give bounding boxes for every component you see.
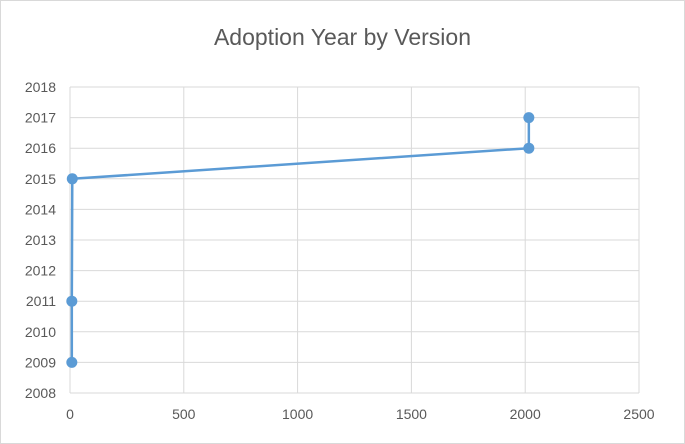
x-tick-label: 2000 bbox=[510, 406, 541, 422]
x-tick-label: 1000 bbox=[282, 406, 313, 422]
y-tick-label: 2012 bbox=[25, 263, 56, 279]
y-tick-label: 2014 bbox=[25, 201, 56, 217]
y-tick-label: 2015 bbox=[25, 171, 56, 187]
x-tick-label: 500 bbox=[172, 406, 196, 422]
y-tick-label: 2008 bbox=[25, 385, 56, 401]
data-point[interactable] bbox=[66, 356, 78, 368]
x-tick-label: 2500 bbox=[623, 406, 654, 422]
y-tick-label: 2018 bbox=[25, 79, 56, 95]
y-tick-label: 2016 bbox=[25, 140, 56, 156]
data-point[interactable] bbox=[66, 295, 78, 307]
x-axis-ticks: 0 500 1000 1500 2000 2500 bbox=[66, 406, 655, 422]
y-tick-label: 2013 bbox=[25, 232, 56, 248]
series-group bbox=[66, 112, 535, 368]
x-tick-label: 1500 bbox=[396, 406, 427, 422]
y-axis-ticks: 2008 2009 2010 2011 2012 2013 2014 2015 2016 2017… bbox=[25, 79, 56, 401]
gridlines bbox=[69, 86, 640, 394]
y-tick-label: 2010 bbox=[25, 324, 56, 340]
y-tick-label: 2017 bbox=[25, 110, 56, 126]
x-tick-label: 0 bbox=[66, 406, 74, 422]
data-point[interactable] bbox=[523, 112, 535, 124]
chart-title: Adoption Year by Version bbox=[213, 24, 472, 50]
data-point[interactable] bbox=[523, 142, 535, 154]
y-tick-label: 2009 bbox=[25, 354, 56, 370]
y-tick-label: 2011 bbox=[26, 293, 56, 309]
data-point[interactable] bbox=[66, 173, 78, 185]
